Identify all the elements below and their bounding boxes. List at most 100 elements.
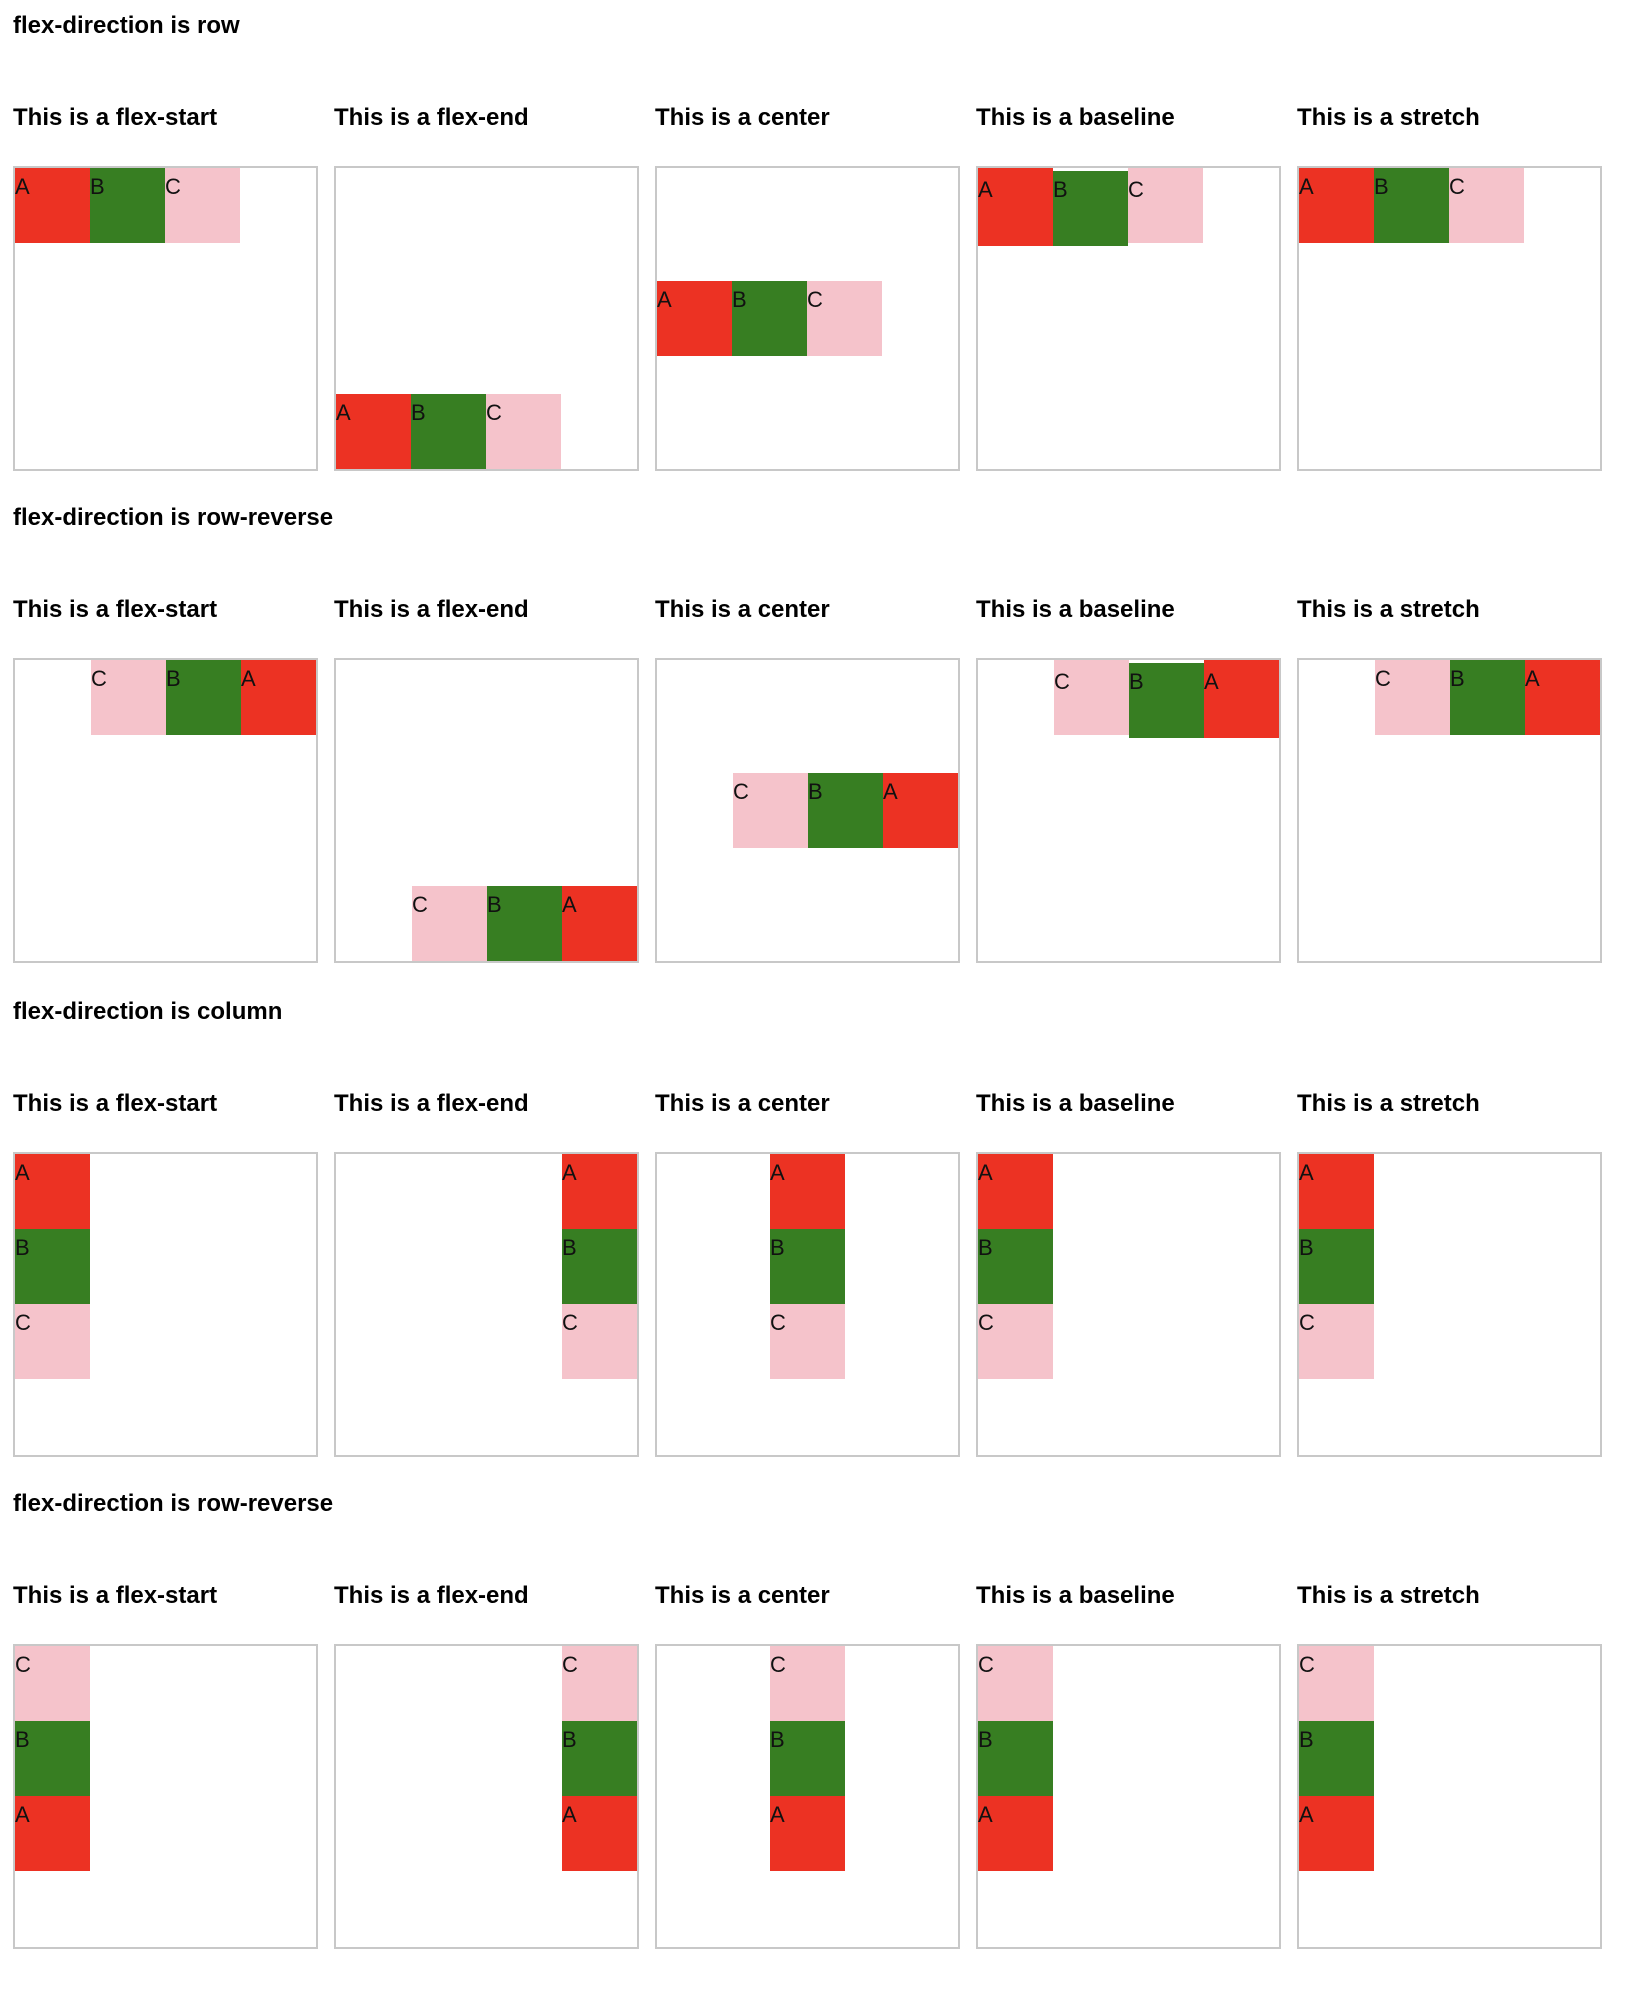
demo-label: This is a flex-start	[13, 1090, 218, 1117]
flex-item-a: A	[1299, 1154, 1374, 1229]
flex-item-a: A	[1299, 1796, 1374, 1871]
flex-item-c: C	[1299, 1646, 1374, 1721]
section-title: flex-direction is row	[13, 12, 240, 39]
flex-item-b: B	[1374, 168, 1449, 243]
flex-item-c: C	[770, 1646, 845, 1721]
demo-label: This is a stretch	[1297, 1582, 1480, 1609]
flex-item-b: B	[411, 394, 486, 469]
flex-item-b: B	[1299, 1229, 1374, 1304]
flex-item-c: C	[978, 1646, 1053, 1721]
flex-item-c: C	[15, 1646, 90, 1721]
section-title: flex-direction is column	[13, 998, 283, 1025]
flex-item-c: C	[562, 1646, 637, 1721]
flex-item-a: A	[770, 1796, 845, 1871]
flex-item-a: A	[883, 773, 958, 848]
demo-label: This is a flex-end	[334, 596, 529, 623]
section-title: flex-direction is row-reverse	[13, 504, 334, 531]
flex-item-a: A	[15, 1796, 90, 1871]
flex-item-a: A	[1204, 660, 1279, 738]
flex-item-a: A	[336, 394, 411, 469]
flex-item-b: B	[770, 1721, 845, 1796]
demo-label: This is a baseline	[976, 1090, 1175, 1117]
flex-item-b: B	[808, 773, 883, 848]
flex-item-b: B	[1299, 1721, 1374, 1796]
flex-item-a: A	[562, 886, 637, 961]
demo-label: This is a flex-start	[13, 596, 218, 623]
flex-item-c: C	[1375, 660, 1450, 735]
flex-item-b: B	[978, 1229, 1053, 1304]
section-title: flex-direction is row-reverse	[13, 1490, 334, 1517]
flex-item-a: A	[978, 1154, 1053, 1229]
flex-item-b: B	[978, 1721, 1053, 1796]
flex-item-a: A	[770, 1154, 845, 1229]
demo-label: This is a flex-end	[334, 1582, 529, 1609]
flex-item-b: B	[770, 1229, 845, 1304]
flex-item-c: C	[1128, 168, 1203, 243]
flex-item-a: A	[1525, 660, 1600, 735]
flex-item-c: C	[807, 281, 882, 356]
flex-item-c: C	[412, 886, 487, 961]
demo-label: This is a flex-end	[334, 104, 529, 131]
flex-item-a: A	[978, 168, 1053, 246]
flex-item-c: C	[978, 1304, 1053, 1379]
flex-item-a: A	[657, 281, 732, 356]
flex-item-b: B	[1450, 660, 1525, 735]
demo-label: This is a flex-start	[13, 104, 218, 131]
flex-item-b: B	[1053, 171, 1128, 246]
flex-item-b: B	[562, 1229, 637, 1304]
demo-label: This is a flex-start	[13, 1582, 218, 1609]
flex-item-c: C	[562, 1304, 637, 1379]
flex-item-c: C	[1449, 168, 1524, 243]
flex-item-a: A	[562, 1796, 637, 1871]
demo-label: This is a stretch	[1297, 596, 1480, 623]
flex-item-c: C	[15, 1304, 90, 1379]
flex-item-c: C	[1054, 660, 1129, 735]
flex-item-b: B	[732, 281, 807, 356]
flex-item-c: C	[770, 1304, 845, 1379]
demo-label: This is a stretch	[1297, 104, 1480, 131]
flex-item-b: B	[487, 886, 562, 961]
flex-item-c: C	[1299, 1304, 1374, 1379]
demo-label: This is a stretch	[1297, 1090, 1480, 1117]
flex-item-c: C	[733, 773, 808, 848]
flex-item-c: C	[486, 394, 561, 469]
demo-label: This is a flex-end	[334, 1090, 529, 1117]
flex-item-c: C	[165, 168, 240, 243]
flex-item-b: B	[15, 1229, 90, 1304]
flex-item-b: B	[166, 660, 241, 735]
demo-label: This is a baseline	[976, 1582, 1175, 1609]
demo-label: This is a center	[655, 1090, 830, 1117]
flex-item-a: A	[15, 1154, 90, 1229]
flex-item-b: B	[15, 1721, 90, 1796]
flex-item-b: B	[1129, 663, 1204, 738]
flex-item-a: A	[562, 1154, 637, 1229]
flex-item-b: B	[90, 168, 165, 243]
demo-label: This is a baseline	[976, 596, 1175, 623]
flex-item-b: B	[562, 1721, 637, 1796]
demo-label: This is a baseline	[976, 104, 1175, 131]
flex-item-a: A	[1299, 168, 1374, 243]
flex-item-c: C	[91, 660, 166, 735]
flex-item-a: A	[241, 660, 316, 735]
demo-label: This is a center	[655, 1582, 830, 1609]
flex-item-a: A	[978, 1796, 1053, 1871]
